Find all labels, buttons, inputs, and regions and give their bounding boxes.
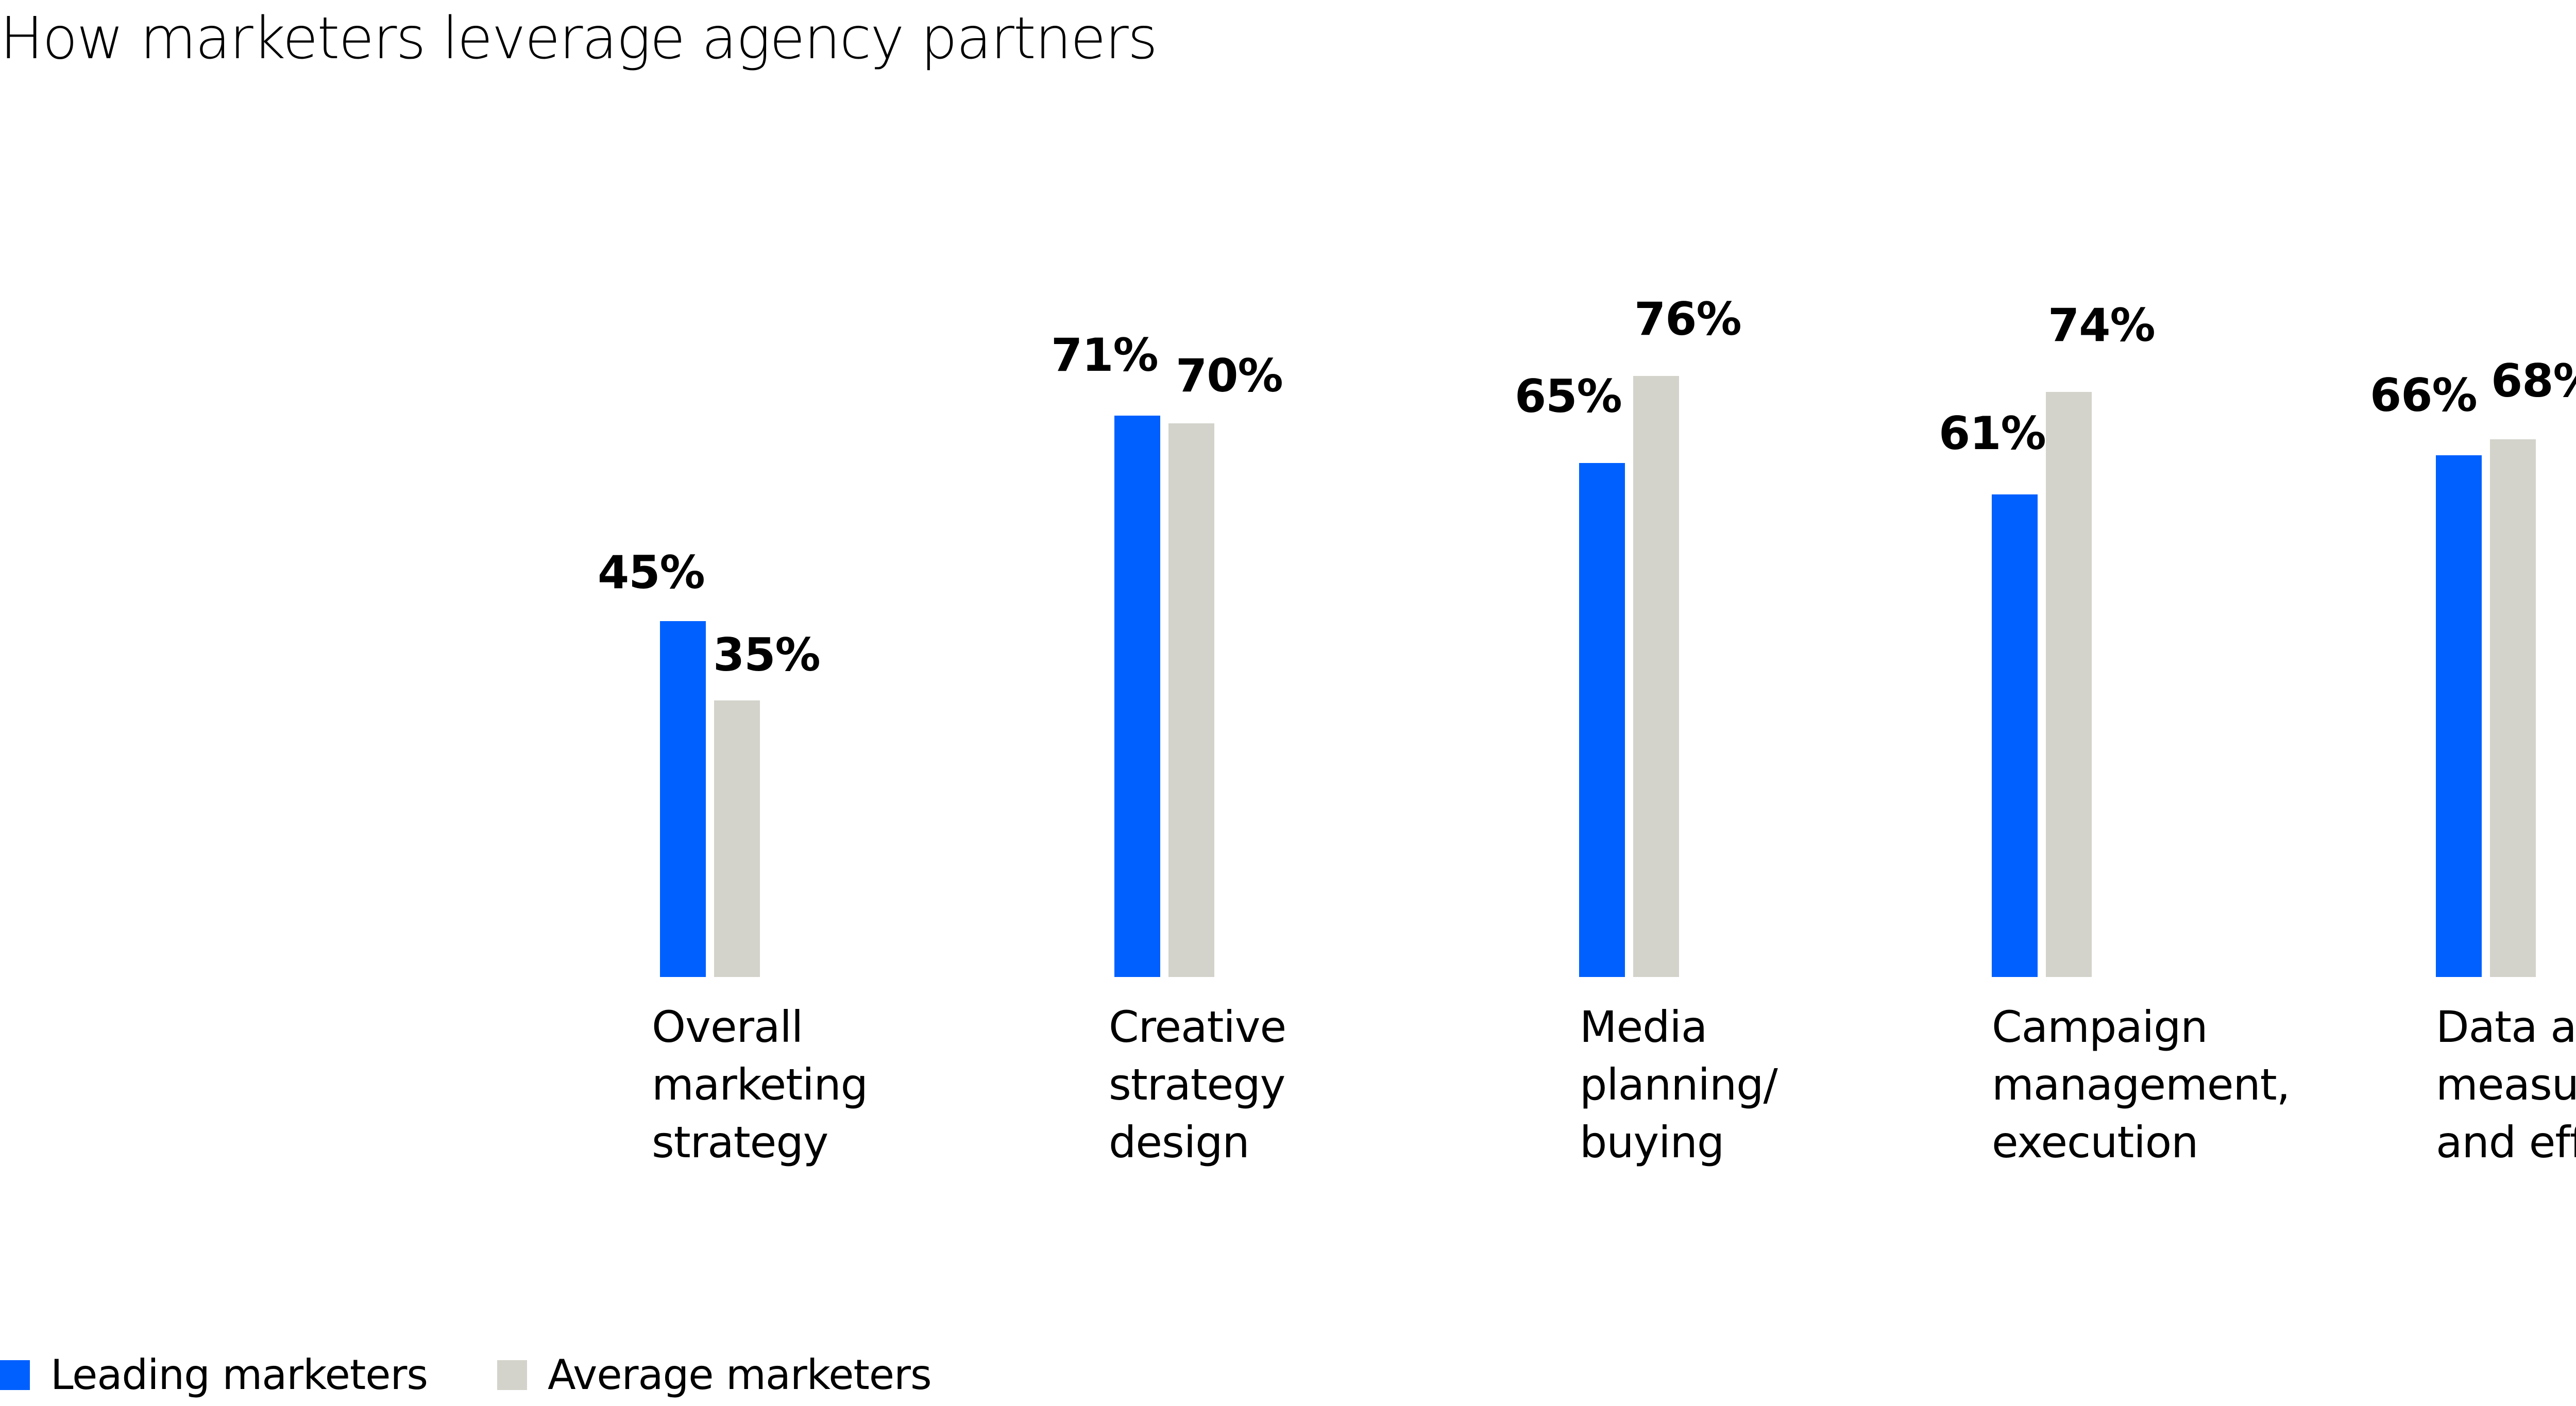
category-label: Campaign management, execution [1992, 1002, 2290, 1168]
legend-item-leading-marketers: Leading marketers [0, 1354, 428, 1396]
value-label-average: 70% [1176, 349, 1283, 402]
value-label-leading: 65% [1515, 370, 1622, 423]
value-label-average: 35% [713, 628, 821, 681]
category-label: Creative strategy design [1109, 1002, 1286, 1168]
bar-average-creative-strategy-design [1168, 423, 1214, 977]
value-label-leading: 71% [1051, 329, 1159, 382]
value-label-leading: 66% [2370, 369, 2478, 422]
legend-swatch-blue-icon [0, 1360, 30, 1390]
legend-swatch-gray-icon [497, 1360, 527, 1390]
bar-leading-media-planning-buying [1579, 463, 1625, 977]
value-label-average: 76% [1634, 293, 1742, 346]
value-label-leading: 61% [1939, 407, 2046, 460]
value-label-average: 68% [2491, 354, 2576, 407]
bar-leading-creative-strategy-design [1114, 416, 1160, 977]
bar-leading-campaign-management-execution [1992, 494, 2038, 977]
bar-leading-data-analytics [2436, 455, 2482, 977]
bar-average-media-planning-buying [1633, 376, 1679, 977]
legend-label: Average marketers [548, 1351, 932, 1399]
bar-average-data-analytics [2490, 439, 2536, 977]
bar-average-campaign-management-execution [2046, 392, 2092, 977]
category-label: Data analytics, measurement, and effecti… [2436, 1002, 2576, 1168]
category-label: Media planning/ buying [1580, 1002, 1778, 1168]
category-label: Overall marketing strategy [652, 1002, 868, 1168]
bar-average-overall-marketing-strategy [714, 700, 760, 977]
value-label-average: 74% [2048, 299, 2156, 352]
legend-label: Leading marketers [50, 1351, 428, 1399]
legend-item-average-marketers: Average marketers [497, 1351, 932, 1399]
bar-leading-overall-marketing-strategy [660, 621, 706, 977]
value-label-leading: 45% [598, 546, 705, 599]
chart-title: How marketers leverage agency partners [0, 5, 1158, 72]
chart-legend: Leading marketers Average marketers [0, 1354, 1030, 1406]
